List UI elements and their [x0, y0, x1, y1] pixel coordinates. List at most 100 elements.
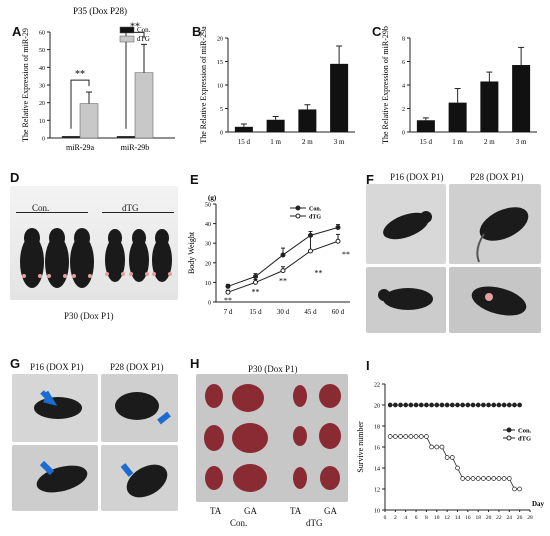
f-label-left: P16 (DOX P1)	[390, 172, 444, 182]
panel-letter-g: G	[10, 356, 21, 371]
y-tick-label: 5	[220, 107, 223, 113]
x-tick-label: 22	[496, 515, 502, 521]
data-point	[439, 402, 445, 408]
h-label-con: Con.	[230, 518, 248, 528]
chart-a-title: P35 (Dox P28)	[73, 6, 127, 16]
bar-dtg	[134, 72, 154, 139]
bar-con	[116, 135, 136, 139]
data-point	[424, 434, 429, 439]
x-tick-label: 0	[384, 515, 387, 521]
data-point	[491, 476, 497, 481]
data-point	[475, 476, 481, 481]
tissue-photo-h	[196, 374, 348, 502]
panel-letter-a: A	[12, 24, 22, 39]
x-tick-label: 14	[455, 515, 461, 521]
x-tick-label: 16	[465, 515, 471, 521]
data-point	[449, 402, 455, 408]
data-point	[460, 476, 466, 481]
data-point	[460, 402, 466, 408]
y-tick-label: 0	[220, 131, 223, 137]
bar	[266, 119, 285, 132]
panel-letter-b: B	[192, 24, 202, 39]
x-tick-label: 24	[507, 515, 513, 521]
h-title: P30 (Dox P1)	[248, 364, 298, 374]
photo-g-4	[101, 445, 178, 511]
data-point	[439, 444, 445, 450]
x-tick-label: 6	[415, 515, 418, 521]
y-tick-label: 20	[217, 37, 223, 43]
y-tick-label: 12	[374, 488, 380, 494]
x-tick-label: 1 m	[270, 138, 281, 146]
y-tick-label: 40	[39, 66, 45, 72]
y-tick-label: 40	[205, 222, 211, 228]
x-tick-label: 2 m	[302, 138, 313, 146]
chart-a-svg: P35 (Dox P28) 0 10 20 30 40 50 60 The Relative E…	[21, 6, 175, 152]
data-point	[475, 402, 481, 408]
data-point	[280, 252, 286, 258]
legend-marker	[506, 427, 512, 433]
y-tick-label: 50	[205, 203, 211, 209]
chart-b-svg: 0 5 10 15 20 The Relative Expression of miR-2…	[199, 26, 355, 146]
data-point	[387, 402, 393, 408]
y-tick-label: 14	[374, 467, 380, 473]
g-label-left: P16 (DOX P1)	[30, 362, 84, 372]
x-tick-label: 2 m	[484, 138, 495, 146]
y-tick-label: 10	[39, 119, 45, 125]
data-point	[413, 434, 419, 439]
x-tick-label: 18	[475, 515, 481, 521]
f-label-right: P28 (DOX P1)	[470, 172, 524, 182]
data-point	[418, 402, 424, 408]
legend-swatch	[119, 26, 135, 34]
data-point	[429, 402, 434, 408]
data-point	[444, 455, 450, 460]
h-label-dtg: dTG	[306, 518, 323, 528]
legend-label: dTG	[137, 35, 150, 43]
data-point	[444, 402, 450, 408]
x-tick-label: miR-29a	[66, 143, 94, 152]
photo-f-1	[366, 184, 446, 264]
bar	[298, 109, 317, 132]
panel-letter-i: I	[366, 358, 370, 373]
data-point	[470, 402, 476, 408]
data-point	[403, 434, 409, 439]
x-tick-label: miR-29b	[121, 143, 149, 152]
y-tick-label: 30	[205, 242, 211, 248]
y-unit-label: (g)	[208, 194, 217, 202]
significance-label: **	[279, 277, 287, 286]
g-label-right: P28 (DOX P1)	[110, 362, 164, 372]
d-label-con: Con.	[32, 203, 50, 213]
y-axis-label: The Relative Expression of miR-29	[21, 28, 30, 142]
data-point	[465, 402, 471, 408]
data-point	[501, 476, 507, 481]
legend-marker	[295, 213, 301, 219]
y-axis-label: Body Weight	[187, 231, 196, 274]
bar	[330, 63, 349, 132]
data-point	[393, 434, 398, 439]
x-tick-label: 60 d	[332, 308, 345, 316]
chart-c-svg: 0 2 4 6 8 The Relative Expression of miR-29b 1…	[381, 26, 537, 146]
photo-f-3	[366, 267, 446, 333]
panel-letter-d: D	[10, 170, 20, 185]
photo-g-3	[12, 445, 98, 511]
data-point	[517, 402, 522, 408]
data-point	[506, 476, 512, 481]
d-label-dtg: dTG	[122, 203, 139, 213]
data-point	[501, 402, 507, 408]
y-axis-label: Survive number	[356, 421, 365, 473]
y-tick-label: 18	[374, 425, 380, 431]
legend-label: dTG	[309, 215, 321, 221]
y-tick-label: 50	[39, 48, 45, 54]
photo-f-4	[449, 267, 541, 333]
significance-label: **	[130, 21, 140, 32]
y-tick-label: 10	[205, 281, 211, 287]
data-point	[486, 476, 491, 481]
bar	[512, 65, 531, 132]
bar-dtg	[79, 103, 99, 139]
data-point	[491, 402, 497, 408]
data-point	[512, 486, 517, 492]
mice-photo-d	[10, 186, 178, 300]
significance-label: **	[75, 69, 85, 80]
bar	[448, 102, 467, 132]
photo-g-1	[12, 374, 98, 442]
